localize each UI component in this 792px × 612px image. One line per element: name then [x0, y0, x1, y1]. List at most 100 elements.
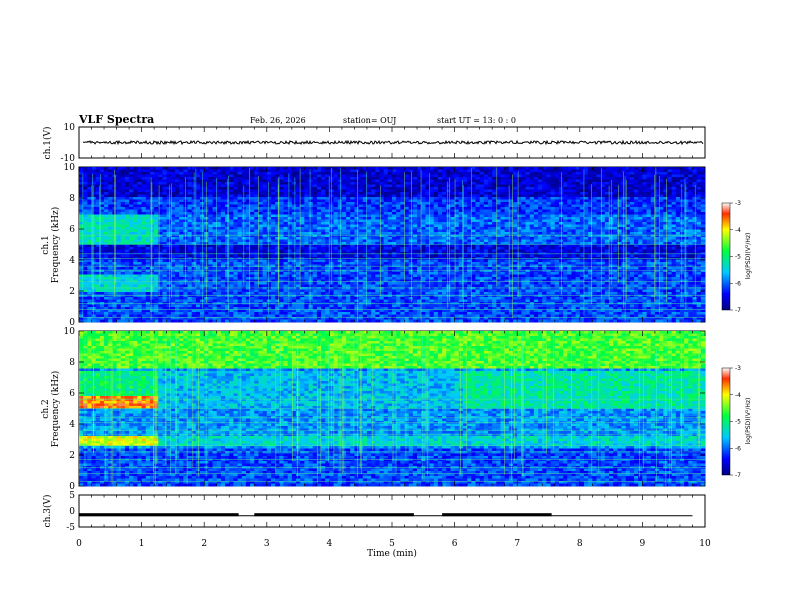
spectrogram-cell: [375, 194, 380, 198]
spectrogram-cell: [350, 192, 355, 195]
spectrogram-cell: [341, 244, 347, 248]
spectrogram-cell: [366, 184, 372, 188]
spectrogram-cell: [646, 244, 652, 248]
spectrogram-cell: [629, 242, 635, 245]
spectrogram-cell: [296, 202, 301, 205]
spectrogram-cell: [237, 209, 243, 213]
spectrogram-cell: [650, 212, 656, 215]
spectrogram-cell: [229, 189, 234, 193]
spectrogram-cell: [421, 199, 426, 203]
spectrogram-cell: [437, 239, 443, 243]
spectrogram-cell: [187, 177, 193, 180]
spectrogram-cell: [663, 242, 668, 245]
spectrogram-cell: [354, 234, 360, 238]
spectrogram-cell: [437, 217, 443, 220]
spectrogram-cell: [483, 204, 489, 208]
spectrogram-cell: [133, 184, 138, 188]
spectrogram-cell: [258, 209, 264, 213]
spectrogram-cell: [634, 224, 639, 228]
spectrogram-cell: [392, 244, 397, 248]
spectrogram-cell: [471, 172, 476, 175]
spectrogram-cell: [692, 232, 698, 235]
spectrogram-cell: [458, 242, 464, 245]
spectrogram-cell: [521, 242, 526, 245]
spectrogram-cell: [371, 219, 376, 223]
spectrogram-cell: [287, 234, 293, 238]
spectrogram-cell: [300, 184, 305, 188]
spectrogram-cell: [458, 234, 464, 238]
spectrogram-cell: [233, 239, 238, 243]
spectrogram-cell: [642, 229, 647, 233]
spectrogram-cell: [179, 242, 184, 245]
spectrogram-cell: [325, 179, 330, 183]
spectrogram-cell: [341, 209, 347, 213]
spectrogram-cell: [546, 172, 551, 175]
spectrogram-cell: [600, 184, 606, 188]
spectrogram-cell: [412, 204, 418, 208]
spectrogram-cell: [417, 179, 422, 183]
spectrogram-cell: [162, 227, 168, 230]
spectrogram-cell: [325, 242, 330, 245]
spectrogram-cell: [346, 232, 351, 235]
spectrogram-cell: [396, 192, 401, 195]
spectrogram-cell: [120, 227, 126, 230]
spectrogram-cell: [500, 244, 506, 248]
spectrogram-cell: [446, 239, 451, 243]
spectrogram-cell: [404, 247, 410, 250]
spectrogram-cell: [270, 169, 276, 173]
spectrogram-cell: [287, 237, 293, 240]
spectrogram-cell: [358, 217, 364, 220]
spectrogram-cell: [638, 209, 643, 213]
spectrogram-cell: [442, 169, 447, 173]
spectrogram-cell: [504, 217, 510, 220]
spectrogram-cell: [170, 204, 176, 208]
spectrogram-cell: [379, 209, 385, 213]
spectrogram-cell: [149, 204, 155, 208]
spectrogram-cell: [454, 227, 460, 230]
spectrogram-cell: [279, 214, 284, 218]
spectrogram-cell: [212, 242, 218, 245]
spectrogram-cell: [120, 239, 126, 243]
spectrogram-cell: [500, 179, 506, 183]
spectrogram-cell: [245, 222, 251, 225]
spectrogram-cell: [300, 237, 305, 240]
spectrogram-cell: [250, 167, 255, 170]
spectrogram-cell: [250, 234, 255, 238]
spectrogram-cell: [546, 234, 551, 238]
spectrogram-cell: [383, 202, 389, 205]
spectrogram-cell: [521, 217, 526, 220]
spectrogram-cell: [596, 244, 602, 248]
spectrogram-cell: [350, 167, 355, 170]
spectrogram-cell: [467, 207, 472, 210]
spectrogram-cell: [362, 172, 368, 175]
spectrogram-cell: [333, 247, 339, 250]
spectrogram-cell: [266, 197, 272, 200]
spectrogram-cell: [679, 229, 685, 233]
spectrogram-cell: [162, 182, 168, 185]
spectrogram-cell: [421, 242, 426, 245]
spectrogram-cell: [696, 239, 702, 243]
spectrogram-cell: [563, 194, 568, 198]
spectrogram-cell: [642, 184, 647, 188]
spectrogram-cell: [308, 204, 314, 208]
spectrogram-cell: [642, 244, 647, 248]
spectrogram-cell: [225, 232, 230, 235]
spectrogram-cell: [296, 242, 301, 245]
spectrogram-cell: [513, 197, 518, 200]
spectrogram-cell: [508, 167, 514, 170]
spectrogram-cell: [283, 209, 289, 213]
spectrogram-cell: [104, 177, 109, 180]
spectrogram-cell: [270, 167, 276, 170]
spectrogram-cell: [646, 214, 652, 218]
spectrogram-cell: [95, 207, 101, 210]
spectrogram-cell: [408, 174, 414, 178]
spectrogram-cell: [154, 189, 159, 193]
spectrogram-cell: [417, 232, 422, 235]
spectrogram-cell: [613, 182, 618, 185]
spectrogram-cell: [429, 237, 435, 240]
spectrogram-cell: [362, 242, 368, 245]
spectrogram-cell: [162, 242, 168, 245]
spectrogram-cell: [91, 167, 97, 170]
spectrogram-cell: [554, 212, 560, 215]
spectrogram-cell: [563, 217, 568, 220]
